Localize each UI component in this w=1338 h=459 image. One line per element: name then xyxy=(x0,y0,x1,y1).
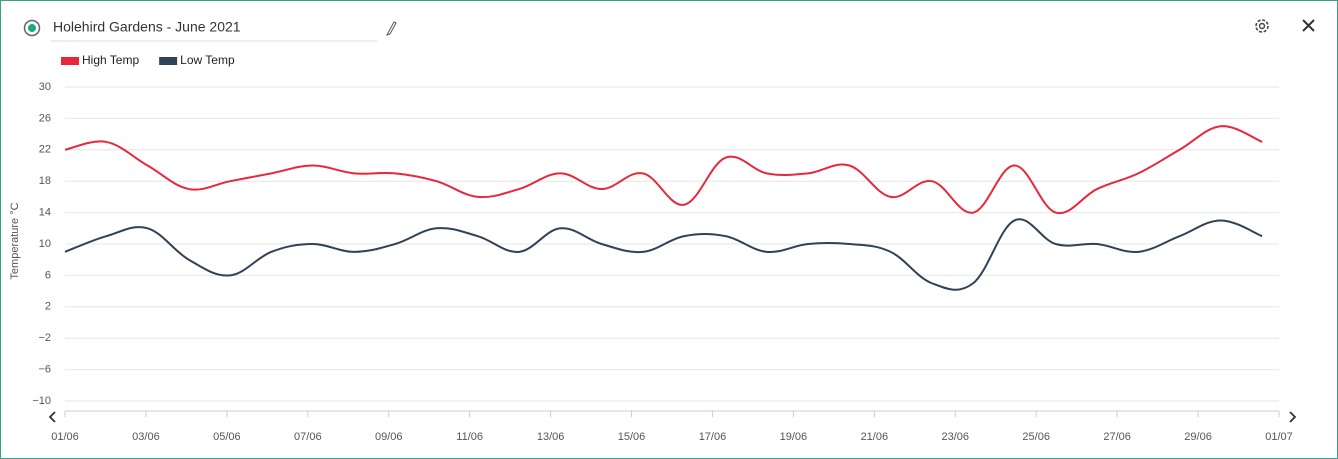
x-tick-label: 25/06 xyxy=(1022,431,1050,443)
series-line xyxy=(64,218,1263,291)
x-tick-label: 11/06 xyxy=(456,431,483,443)
x-tick-label: 13/06 xyxy=(537,431,565,443)
x-tick-label: 21/06 xyxy=(861,431,889,443)
radio-dot xyxy=(28,24,36,32)
series-line xyxy=(64,125,1263,215)
x-tick-label: 01/07 xyxy=(1265,431,1293,443)
legend-label: High Temp xyxy=(82,53,139,67)
settings-icon[interactable] xyxy=(1255,19,1269,33)
x-tick-label: 05/06 xyxy=(213,431,241,443)
x-tick-label: 15/06 xyxy=(618,431,646,443)
legend-swatch xyxy=(61,57,79,65)
x-tick-label: 01/06 xyxy=(51,431,79,443)
y-tick-label: 18 xyxy=(39,175,51,187)
y-tick-label: 26 xyxy=(39,112,51,124)
y-tick-label: 14 xyxy=(39,207,51,219)
chart-title: Holehird Gardens - June 2021 xyxy=(53,19,241,35)
x-tick-label: 03/06 xyxy=(132,431,160,443)
y-tick-label: 10 xyxy=(39,238,51,250)
x-tick-label: 07/06 xyxy=(294,431,322,443)
x-tick-label: 17/06 xyxy=(699,431,727,443)
x-tick-label: 19/06 xyxy=(780,431,808,443)
edit-icon[interactable] xyxy=(386,21,397,36)
legend-label: Low Temp xyxy=(180,53,235,67)
x-tick-label: 27/06 xyxy=(1103,431,1131,443)
radio[interactable] xyxy=(23,19,41,37)
y-tick-label: −10 xyxy=(32,395,51,407)
legend-swatch xyxy=(159,57,178,65)
next-arrow[interactable] xyxy=(1289,411,1297,423)
close-icon[interactable] xyxy=(1302,19,1315,32)
y-axis-label: Temperature °C xyxy=(9,202,21,279)
y-tick-label: −6 xyxy=(38,364,51,376)
y-tick-label: 22 xyxy=(39,144,51,156)
y-tick-label: 6 xyxy=(45,269,51,281)
x-tick-label: 29/06 xyxy=(1184,431,1212,443)
x-tick-label: 23/06 xyxy=(942,431,970,443)
y-tick-label: 2 xyxy=(45,301,51,313)
x-tick-label: 09/06 xyxy=(375,431,403,443)
y-tick-label: 30 xyxy=(39,81,51,93)
y-tick-label: −2 xyxy=(38,332,51,344)
prev-arrow[interactable] xyxy=(48,411,56,423)
